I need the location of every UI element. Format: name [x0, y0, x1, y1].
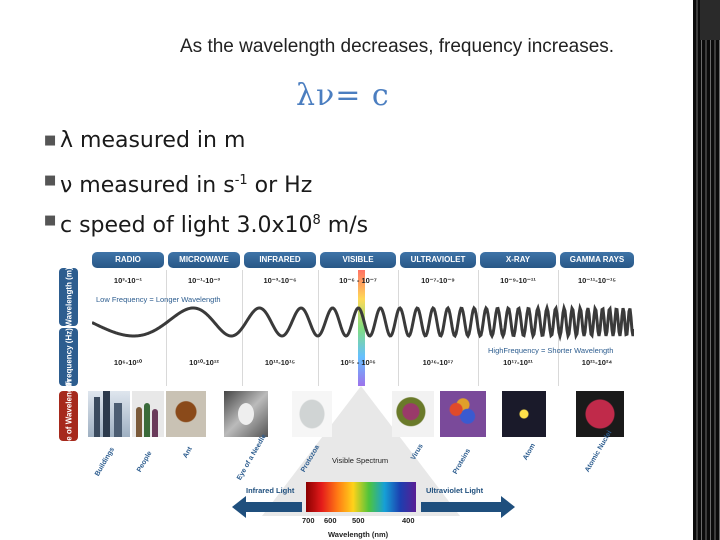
visible-rainbow-band: [306, 482, 416, 512]
infrared-arrow: [232, 496, 302, 518]
band-divider: [166, 270, 167, 386]
band-header-x-ray: X-RAY: [480, 252, 556, 268]
wave-equation: λν= c: [296, 78, 390, 113]
bullet-text: ν measured in s: [60, 173, 235, 198]
wave-illustration: [92, 302, 634, 342]
frequency-axis-tab: Frequency (Hz): [59, 328, 78, 386]
visible-band-strip: [358, 270, 365, 386]
bullet-superscript: 8: [312, 213, 321, 228]
atom-image: [502, 391, 546, 437]
wavelength-value-visible: 10⁻⁶ - 10⁻⁷: [339, 276, 377, 285]
frequency-value-gamma-rays: 10²¹-10²⁴: [581, 358, 613, 367]
square-bullet-icon: ■: [44, 133, 57, 148]
band-header-ultraviolet: ULTRAVIOLET: [400, 252, 476, 268]
frequency-value-infrared: 10¹²-10¹⁵: [264, 358, 296, 367]
bullet-text: c speed of light 3.0x10: [60, 213, 313, 238]
frequency-value-visible: 10¹⁵ - 10¹⁶: [340, 358, 376, 367]
nm-tick-label: 400: [402, 516, 415, 525]
electromagnetic-spectrum-figure: Wavelength (m) Frequency (Hz) Size of Wa…: [56, 246, 652, 540]
band-header-radio: RADIO: [92, 252, 164, 268]
bullet-text-tail: or Hz: [247, 173, 313, 198]
bullet-text-tail: m/s: [320, 213, 369, 238]
bullet-superscript: -1: [234, 173, 248, 188]
wavelength-value-infrared: 10⁻³-10⁻⁶: [263, 276, 297, 285]
square-bullet-icon: ■: [44, 213, 57, 228]
frequency-value-radio: 10⁶-10¹⁰: [113, 358, 143, 367]
nm-tick-label: 700: [302, 516, 315, 525]
bullet-item: ■ ν measured in s-1 or Hz: [44, 166, 368, 206]
size-axis-tab: Size of Wavelength: [59, 380, 78, 452]
band-divider: [318, 270, 319, 386]
size-label-buildings: Buildings: [94, 446, 117, 478]
size-label-atom: Atom: [522, 442, 538, 462]
nm-tick-label: 600: [324, 516, 337, 525]
frequency-value-ultraviolet: 10¹⁶-10¹⁷: [422, 358, 454, 367]
band-header-infrared: INFRARED: [244, 252, 316, 268]
square-bullet-icon: ■: [44, 173, 57, 188]
band-header-visible: VISIBLE: [320, 252, 396, 268]
band-header-microwave: MICROWAVE: [168, 252, 240, 268]
virus-image: [392, 391, 434, 437]
needle-image: [224, 391, 268, 437]
slide-subtitle: As the wavelength decreases, frequency i…: [180, 36, 615, 57]
proteins-image: [440, 391, 486, 437]
bullet-text: λ measured in m: [60, 128, 246, 153]
people-image: [132, 391, 164, 437]
wavelength-value-radio: 10³-10⁻¹: [113, 276, 143, 285]
wavelength-axis-tab: Wavelength (m): [59, 267, 78, 327]
buildings-image: [88, 391, 130, 437]
infrared-light-label: Infrared Light: [246, 486, 295, 495]
atomic-nuclei-image: [576, 391, 624, 437]
nm-axis-title: Wavelength (nm): [328, 530, 389, 539]
slide-frame-edge: [693, 0, 720, 540]
bullet-item: ■ λ measured in m: [44, 126, 368, 166]
wavelength-value-ultraviolet: 10⁻⁷-10⁻⁹: [421, 276, 455, 285]
frequency-value-x-ray: 10¹⁷-10²¹: [503, 358, 533, 367]
visible-spectrum-label: Visible Spectrum: [332, 456, 389, 465]
wavelength-value-x-ray: 10⁻⁹-10⁻¹¹: [500, 276, 536, 285]
band-header-gamma-rays: GAMMA RAYS: [560, 252, 634, 268]
frequency-value-microwave: 10¹⁰-10¹²: [189, 358, 219, 367]
slide-frame-corner: [700, 0, 720, 40]
ant-image: [166, 391, 206, 437]
protozoa-image: [292, 391, 332, 437]
low-frequency-note: Low Frequency = Longer Wavelength: [96, 295, 221, 304]
ultraviolet-light-label: Ultraviolet Light: [426, 486, 484, 495]
band-divider: [398, 270, 399, 386]
size-label-people: People: [136, 450, 154, 474]
wavelength-value-microwave: 10⁻¹-10⁻³: [187, 276, 221, 285]
bullet-list: ■ λ measured in m ■ ν measured in s-1 or…: [44, 126, 368, 246]
wavelength-value-gamma-rays: 10⁻¹¹-10⁻¹⁵: [577, 276, 617, 285]
nm-tick-label: 500: [352, 516, 365, 525]
size-label-ant: Ant: [182, 445, 194, 460]
bullet-item: ■ c speed of light 3.0x108 m/s: [44, 206, 368, 246]
high-frequency-note: HighFrequency = Shorter Wavelength: [488, 346, 614, 355]
ultraviolet-arrow: [421, 496, 515, 518]
